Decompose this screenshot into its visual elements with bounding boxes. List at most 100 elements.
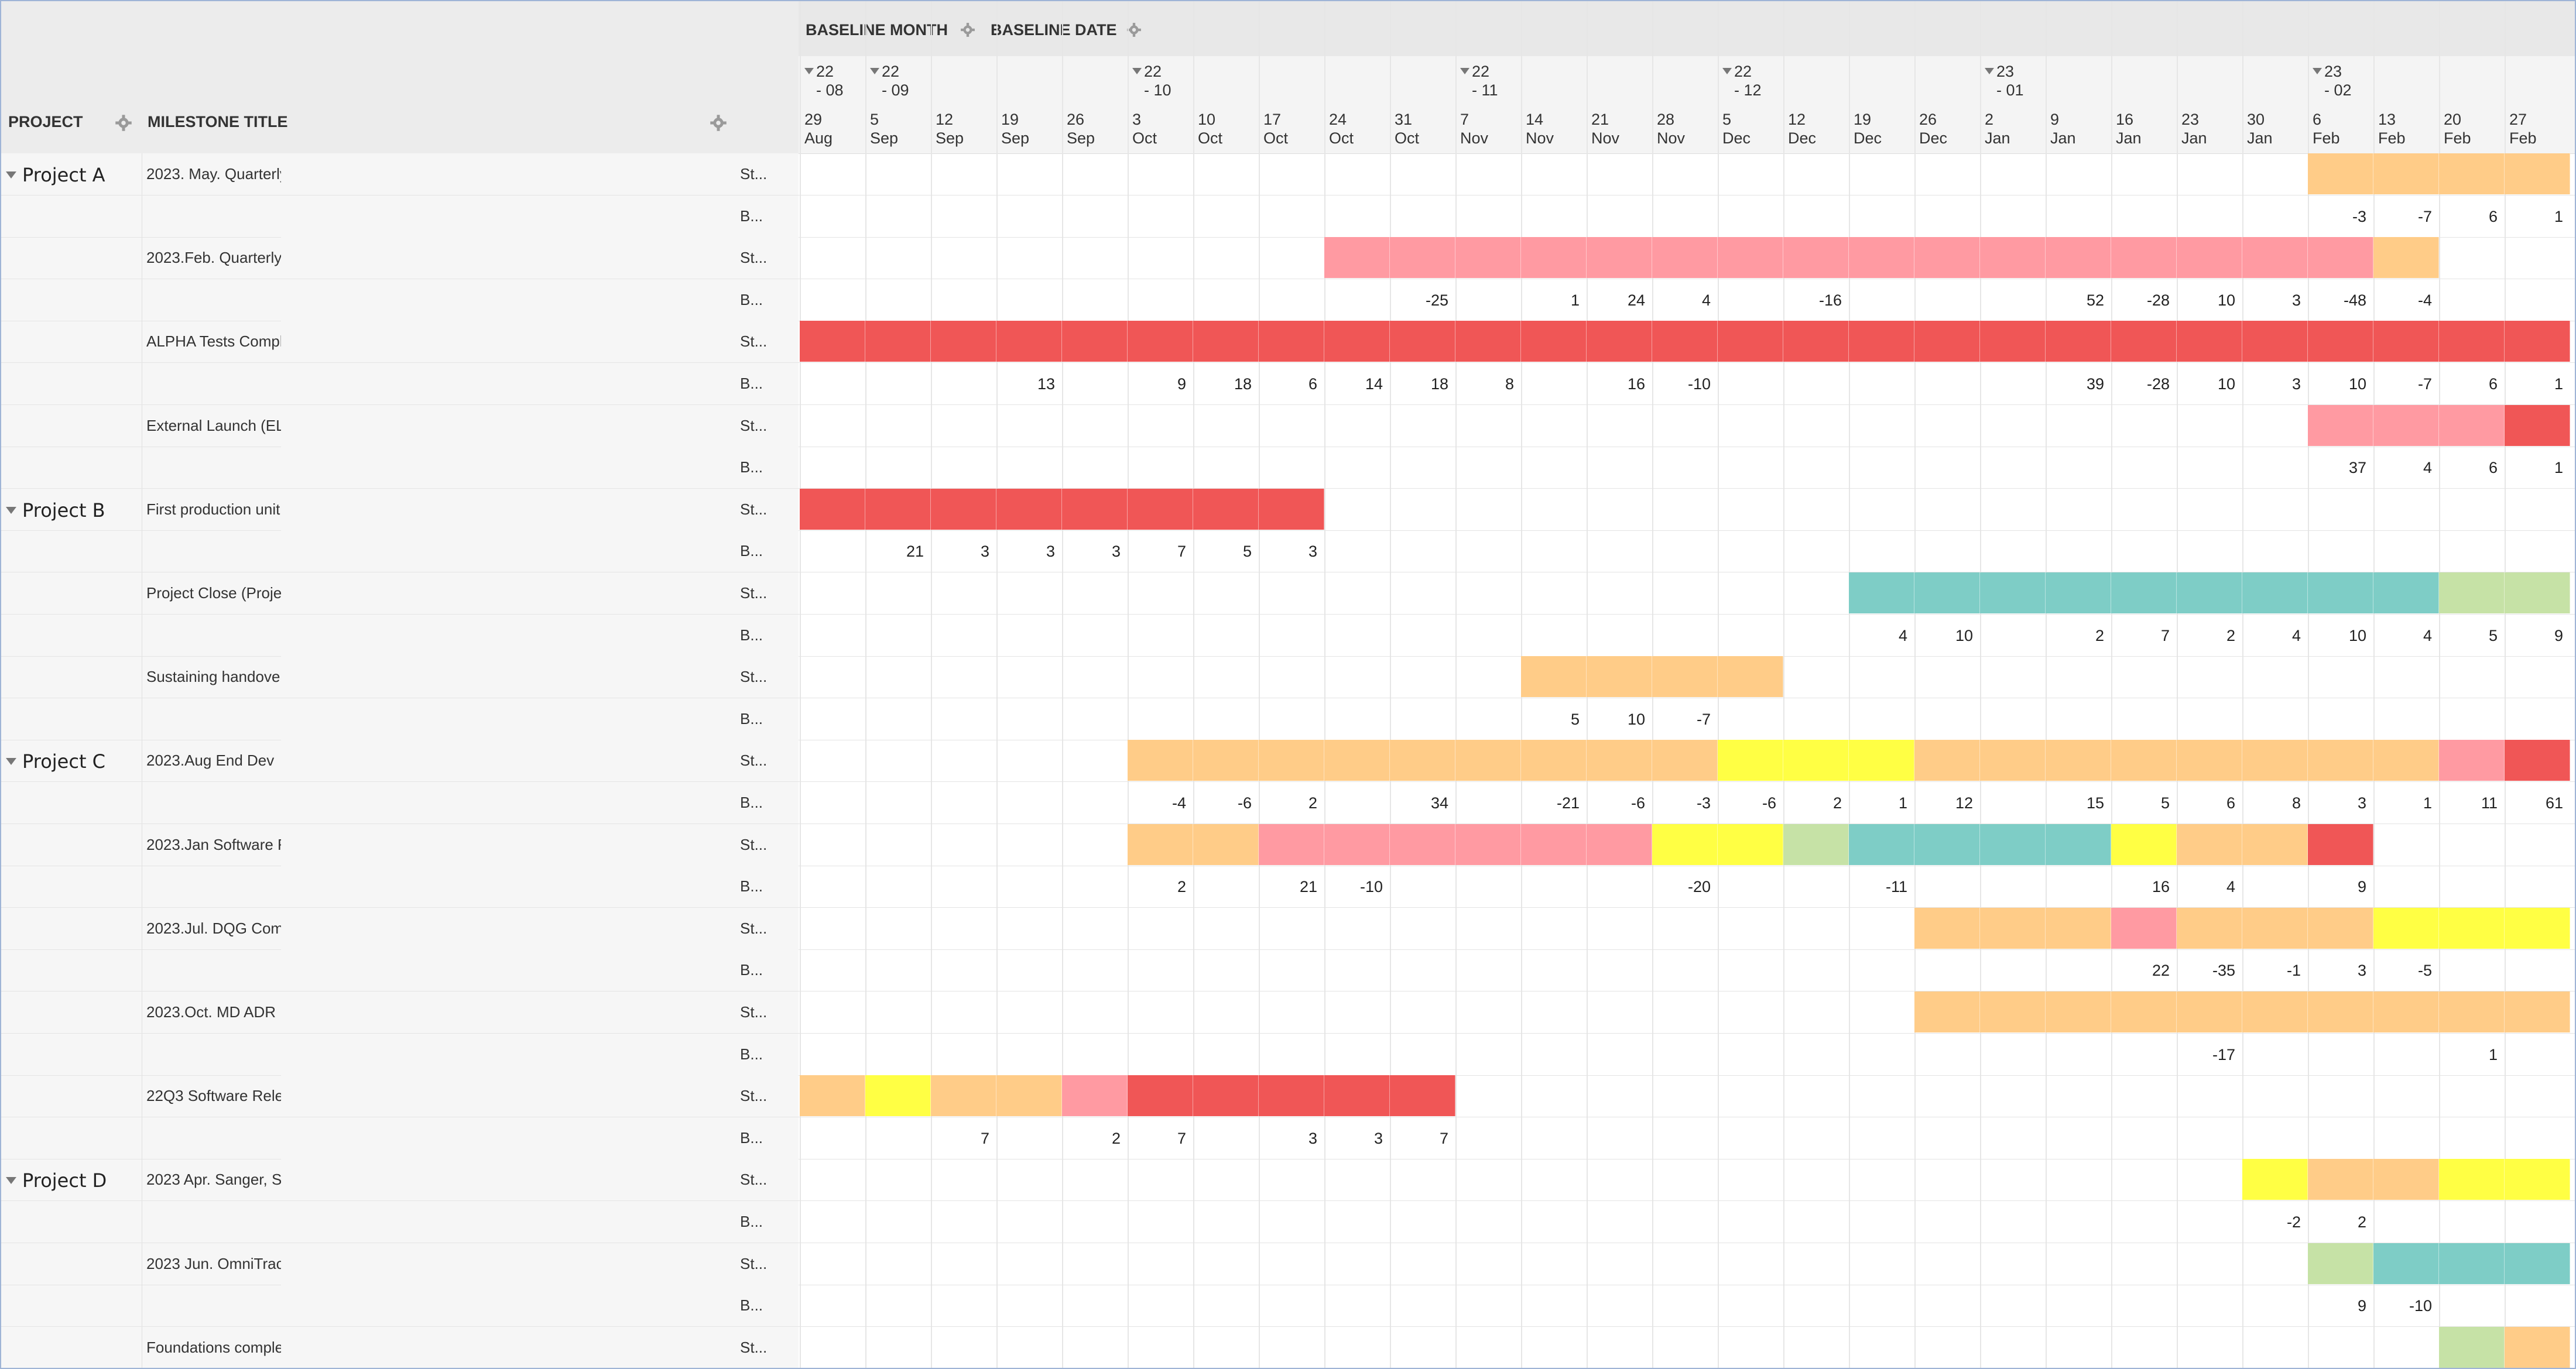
status-cell[interactable] — [1390, 237, 1455, 279]
baseline-delta[interactable]: 2 — [1177, 878, 1186, 896]
status-cell[interactable] — [1587, 824, 1652, 865]
status-cell[interactable] — [996, 488, 1062, 530]
status-cell[interactable] — [1914, 991, 1980, 1032]
baseline-delta[interactable]: 7 — [980, 1129, 989, 1147]
status-cell[interactable] — [2505, 321, 2570, 362]
project-cell[interactable] — [0, 530, 142, 572]
status-cell[interactable] — [2308, 572, 2373, 613]
project-cell[interactable] — [0, 907, 142, 949]
project-cell[interactable]: Project C — [0, 740, 142, 782]
status-cell[interactable] — [2177, 740, 2242, 781]
status-cell[interactable] — [1521, 237, 1587, 279]
status-cell[interactable] — [1914, 824, 1980, 865]
milestone-title-cell[interactable] — [142, 866, 735, 908]
status-cell[interactable] — [2505, 907, 2570, 949]
status-cell[interactable] — [1193, 824, 1259, 865]
status-cell[interactable] — [1193, 1075, 1259, 1117]
status-cell[interactable] — [1062, 488, 1128, 530]
status-cell[interactable] — [865, 488, 931, 530]
baseline-delta[interactable]: 24 — [1627, 291, 1645, 309]
baseline-month-header[interactable]: BASELINE MONTH — [806, 21, 948, 39]
status-cell[interactable] — [800, 1075, 865, 1117]
status-cell[interactable] — [1718, 237, 1783, 279]
status-cell[interactable] — [2308, 237, 2373, 279]
status-cell[interactable] — [1914, 572, 1980, 613]
baseline-delta[interactable]: 10 — [1627, 710, 1645, 728]
month-filter-triangle-icon[interactable] — [2313, 68, 2322, 74]
week-label[interactable]: 29 Aug — [804, 111, 833, 147]
status-cell[interactable] — [2505, 404, 2570, 446]
status-cell[interactable] — [1914, 907, 1980, 949]
milestone-title-cell[interactable] — [142, 279, 735, 321]
grid-row[interactable]: B... — [0, 1117, 799, 1159]
month-label[interactable]: 23 - 01 — [1996, 63, 2024, 99]
status-cell[interactable] — [2242, 907, 2308, 949]
baseline-delta[interactable]: 3 — [2291, 291, 2301, 309]
status-cell[interactable] — [1521, 656, 1587, 698]
grid-row[interactable]: Project C 2023.Aug End Dev St... — [0, 740, 799, 783]
grid-row[interactable]: Project A 2023. May. Quarterly Release St.… — [0, 153, 799, 195]
month-filter-triangle-icon[interactable] — [1985, 68, 1994, 74]
status-cell[interactable] — [1521, 321, 1587, 362]
status-cell[interactable] — [2373, 1243, 2439, 1284]
status-cell[interactable] — [1128, 321, 1193, 362]
status-cell[interactable] — [2046, 237, 2111, 279]
status-cell[interactable] — [1259, 321, 1324, 362]
baseline-delta[interactable]: 21 — [906, 543, 924, 561]
project-cell[interactable] — [0, 1243, 142, 1285]
status-cell[interactable] — [2373, 991, 2439, 1032]
status-cell[interactable] — [1455, 740, 1521, 781]
milestone-title-cell[interactable] — [142, 1285, 735, 1327]
status-cell[interactable] — [800, 488, 865, 530]
status-cell[interactable] — [2242, 321, 2308, 362]
baseline-delta[interactable]: 21 — [1299, 878, 1317, 896]
project-cell[interactable]: Project B — [0, 488, 142, 530]
status-cell[interactable] — [1980, 991, 2046, 1032]
baseline-delta[interactable]: -28 — [2146, 375, 2170, 393]
collapse-triangle-icon[interactable] — [6, 1177, 16, 1185]
baseline-delta[interactable]: 3 — [2357, 962, 2366, 980]
week-label[interactable]: 7 Nov — [1460, 111, 1489, 147]
baseline-delta[interactable]: 9 — [2357, 1297, 2366, 1315]
status-cell[interactable] — [2439, 321, 2505, 362]
project-column-header[interactable]: PROJECT — [8, 113, 83, 131]
baseline-delta[interactable]: -1 — [2286, 962, 2301, 980]
project-cell[interactable] — [0, 991, 142, 1033]
status-cell[interactable] — [931, 321, 996, 362]
project-cell[interactable] — [0, 237, 142, 279]
baseline-delta[interactable]: 2 — [1308, 794, 1317, 812]
status-cell[interactable] — [1980, 237, 2046, 279]
project-cell[interactable] — [0, 1117, 142, 1159]
status-cell[interactable] — [2046, 991, 2111, 1032]
baseline-delta[interactable]: 2 — [1111, 1129, 1121, 1147]
milestone-title-cell[interactable] — [142, 530, 735, 572]
milestone-title-cell[interactable]: First production unit — [142, 488, 735, 530]
project-cell[interactable] — [0, 698, 142, 740]
baseline-delta[interactable]: -6 — [1762, 794, 1776, 812]
project-cell[interactable] — [0, 1326, 142, 1368]
status-cell[interactable] — [1390, 824, 1455, 865]
week-label[interactable]: 30 Jan — [2247, 111, 2273, 147]
status-cell[interactable] — [2439, 1243, 2505, 1284]
baseline-delta[interactable]: 1 — [2554, 207, 2563, 225]
baseline-delta[interactable]: 3 — [2291, 375, 2301, 393]
baseline-delta[interactable]: 10 — [2348, 375, 2366, 393]
status-cell[interactable] — [2439, 1326, 2505, 1368]
grid-row[interactable]: Project B First production unit St... — [0, 488, 799, 531]
grid-row[interactable]: 2023.Oct. MD ADR St... — [0, 991, 799, 1034]
baseline-delta[interactable]: -3 — [2352, 207, 2366, 225]
baseline-delta[interactable]: 4 — [2226, 878, 2235, 896]
baseline-delta[interactable]: 3 — [1308, 543, 1317, 561]
status-cell[interactable] — [1914, 740, 1980, 781]
status-cell[interactable] — [1587, 321, 1652, 362]
project-cell[interactable] — [0, 824, 142, 866]
status-cell[interactable] — [1652, 824, 1718, 865]
grid-row[interactable]: Project D 2023 Apr. Sanger, SAP St... — [0, 1159, 799, 1202]
milestone-title-cell[interactable]: 2023.Jul. DQG Completed — [142, 907, 735, 949]
baseline-delta[interactable]: 61 — [2545, 794, 2563, 812]
status-cell[interactable] — [2242, 1159, 2308, 1200]
week-label[interactable]: 21 Nov — [1591, 111, 1620, 147]
row-type-cell[interactable]: B... — [734, 1285, 799, 1327]
milestone-title-cell[interactable]: Project Close (Project) — [142, 572, 735, 614]
status-cell[interactable] — [2373, 740, 2439, 781]
